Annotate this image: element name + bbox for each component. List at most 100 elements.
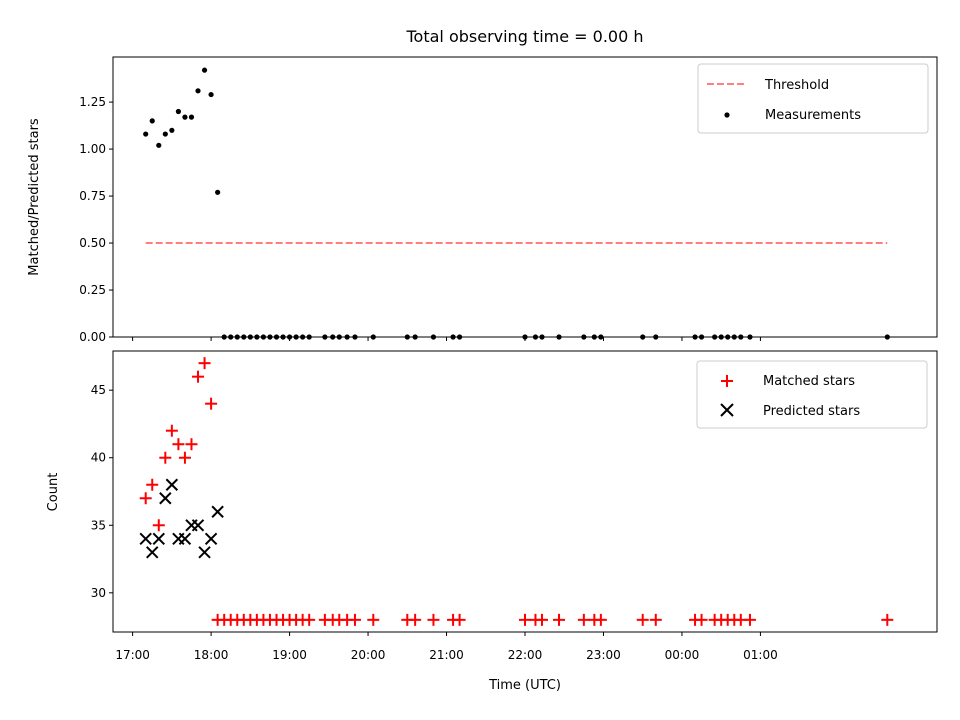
x-axis-label: Time (UTC) bbox=[488, 678, 561, 693]
measurement-point bbox=[280, 334, 286, 340]
matched-star-point bbox=[159, 451, 172, 464]
legend-predicted-swatch bbox=[720, 403, 734, 417]
top-y-axis-label: Matched/Predicted stars bbox=[27, 118, 42, 276]
chart-title: Total observing time = 0.00 h bbox=[405, 27, 643, 46]
measurement-point bbox=[457, 334, 463, 340]
measurement-point bbox=[653, 334, 659, 340]
matched-star-point bbox=[519, 613, 531, 626]
measurement-point bbox=[273, 334, 280, 340]
measurement-point bbox=[330, 334, 336, 340]
measurement-point bbox=[712, 334, 718, 340]
measurement-point bbox=[234, 334, 240, 340]
predicted-star-point bbox=[198, 546, 211, 559]
predicted-star-point bbox=[165, 478, 179, 491]
measurement-point bbox=[336, 334, 342, 340]
measurement-point bbox=[286, 334, 293, 340]
measurement-point bbox=[188, 114, 195, 120]
top-ytick-label: 0.25 bbox=[79, 283, 106, 297]
measurement-point bbox=[884, 334, 890, 340]
predicted-star-point bbox=[152, 532, 165, 545]
matched-star-point bbox=[178, 451, 191, 464]
bottom-panel: 30 35 40 45 17:00 18:00 19:00 20:00 21:00 22:00 2… bbox=[46, 350, 938, 693]
legend-predicted-label: Predicted stars bbox=[763, 404, 860, 419]
xtick-label: 18:00 bbox=[194, 648, 229, 662]
matched-star-point bbox=[205, 397, 218, 410]
measurement-point bbox=[208, 91, 214, 98]
measurement-point bbox=[352, 334, 358, 340]
bottom-ytick-label: 35 bbox=[91, 518, 106, 532]
measurement-point bbox=[450, 334, 456, 340]
measurement-point bbox=[300, 334, 306, 340]
predicted-star-point bbox=[191, 519, 205, 532]
measurement-point bbox=[182, 114, 188, 120]
measurement-point bbox=[322, 334, 328, 340]
measurement-point bbox=[581, 334, 587, 340]
measurement-point bbox=[254, 334, 260, 340]
measurement-point bbox=[522, 334, 528, 340]
bottom-ytick-label: 30 bbox=[91, 586, 106, 600]
matched-star-point bbox=[695, 613, 708, 626]
matched-star-point bbox=[409, 613, 422, 626]
measurement-point bbox=[532, 334, 539, 340]
bottom-legend: Matched stars Predicted stars bbox=[696, 360, 928, 429]
measurement-point bbox=[175, 108, 181, 115]
matched-star-point bbox=[192, 370, 205, 383]
matched-star-point bbox=[198, 357, 211, 370]
legend-measurements-swatch bbox=[724, 112, 730, 118]
matched-star-point bbox=[536, 613, 549, 626]
measurement-point bbox=[370, 334, 376, 340]
matched-star-point bbox=[881, 613, 894, 626]
predicted-star-point bbox=[139, 532, 152, 545]
xtick-label: 23:00 bbox=[586, 648, 621, 662]
xtick-label: 19:00 bbox=[272, 648, 307, 662]
measurement-point bbox=[731, 334, 737, 340]
measurement-point bbox=[228, 334, 234, 340]
matched-star-point bbox=[577, 613, 590, 626]
matched-star-point bbox=[172, 438, 185, 451]
top-series bbox=[143, 67, 890, 340]
legend-threshold-label: Threshold bbox=[764, 78, 829, 93]
measurement-point bbox=[738, 334, 744, 340]
measurement-point bbox=[267, 334, 273, 340]
measurement-point bbox=[698, 334, 705, 340]
xtick-label: 22:00 bbox=[508, 648, 543, 662]
bottom-ytick-label: 45 bbox=[91, 383, 106, 397]
measurement-point bbox=[718, 334, 724, 340]
xtick-label: 17:00 bbox=[115, 648, 150, 662]
matched-star-point bbox=[146, 478, 159, 491]
predicted-star-point bbox=[211, 505, 224, 518]
top-x-ticks bbox=[132, 337, 761, 341]
matched-star-point bbox=[139, 492, 152, 505]
matched-star-point bbox=[453, 613, 466, 626]
predicted-star-point bbox=[178, 532, 192, 545]
xtick-label: 21:00 bbox=[429, 648, 464, 662]
matched-star-point bbox=[427, 613, 440, 626]
measurement-point bbox=[293, 334, 299, 340]
top-ytick-label: 0.50 bbox=[79, 236, 106, 250]
legend-matched-label: Matched stars bbox=[763, 374, 855, 389]
measurement-point bbox=[162, 131, 168, 137]
measurement-point bbox=[201, 67, 208, 73]
measurement-point bbox=[412, 334, 418, 340]
bottom-y-ticks: 30 35 40 45 bbox=[91, 383, 113, 600]
top-ytick-label: 1.25 bbox=[79, 95, 106, 109]
measurement-point bbox=[260, 334, 267, 340]
measurement-point bbox=[169, 127, 175, 133]
measurement-point bbox=[591, 334, 597, 340]
matched-star-point bbox=[152, 519, 165, 532]
measurement-point bbox=[430, 334, 437, 340]
bottom-series bbox=[139, 357, 894, 626]
top-ytick-label: 1.00 bbox=[79, 142, 106, 156]
top-y-ticks: 0.00 0.25 0.50 0.75 1.00 1.25 bbox=[79, 95, 113, 344]
measurement-point bbox=[692, 334, 698, 340]
measurement-point bbox=[306, 334, 312, 340]
measurement-point bbox=[195, 88, 201, 94]
measurement-point bbox=[725, 334, 731, 340]
matched-star-point bbox=[348, 613, 361, 626]
matched-star-point bbox=[649, 613, 662, 626]
measurement-point bbox=[221, 334, 227, 340]
measurement-point bbox=[640, 334, 646, 340]
matched-star-point bbox=[367, 613, 380, 626]
matched-star-point bbox=[165, 424, 178, 437]
